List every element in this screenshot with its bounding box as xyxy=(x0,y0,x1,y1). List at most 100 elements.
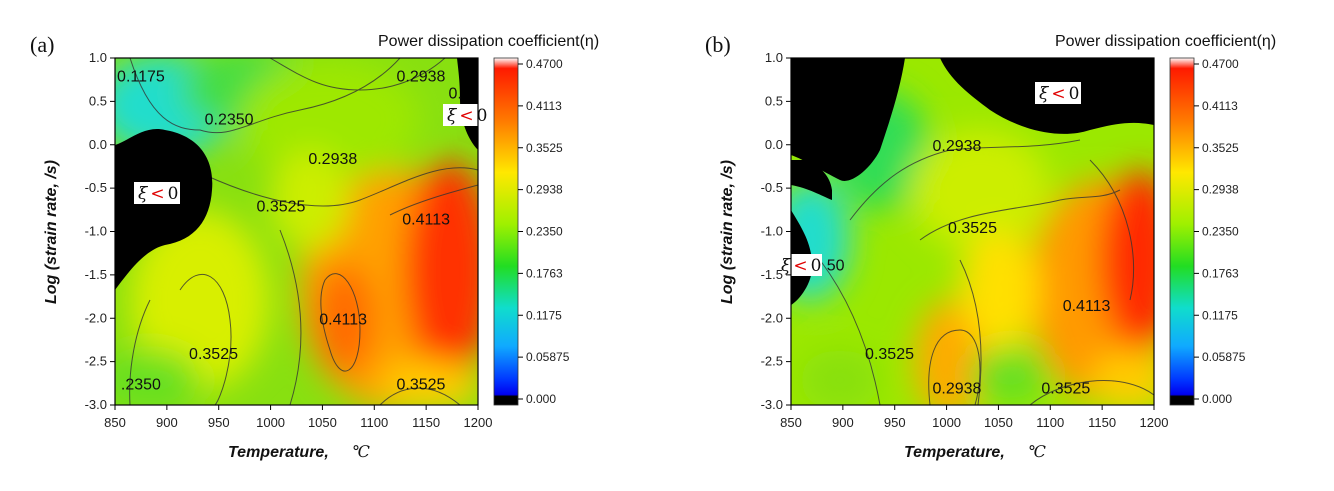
contour-label: 0.3525 xyxy=(1041,381,1090,398)
y-tick-label: 0.5 xyxy=(765,93,783,108)
xi-label: ξ <0 xyxy=(443,104,489,126)
svg-text:ξ<0: ξ <0 xyxy=(1039,84,1079,104)
x-tick-label: 1200 xyxy=(1140,415,1169,430)
axes-b: 850 900 950 1000 1050 1100 1150 1200 1.0 0.5 0.0 -0… xyxy=(761,50,1169,430)
colorbar-a xyxy=(493,57,519,406)
contour-label: 0.4113 xyxy=(319,311,367,328)
x-tick-label: 1050 xyxy=(308,415,337,430)
colorbar-tick-label: 0.1175 xyxy=(526,308,562,322)
svg-text:ξ<0: ξ <0 xyxy=(781,256,821,276)
y-tick-label: -1.0 xyxy=(761,224,783,239)
y-tick-label: 1.0 xyxy=(89,50,107,65)
contour-label: 0.3525 xyxy=(189,346,238,363)
y-axis-title-a: Log (strain rate, /s) xyxy=(43,160,60,304)
colorbar-tick-label: 0.3525 xyxy=(526,141,563,155)
contour-labels-b: 0.2938 0.3525 50 0.4113 0.3525 0.2938 0.3525 xyxy=(827,138,1111,398)
colorbar-tick-label: 0.1763 xyxy=(526,266,563,280)
svg-text:ξ<0: ξ <0 xyxy=(138,184,178,204)
heatmap-b xyxy=(791,58,1154,405)
x-tick-label: 850 xyxy=(104,415,126,430)
contour-label: 50 xyxy=(827,257,845,274)
panel-b: (b) xyxy=(705,32,1276,461)
contour-label: 0. xyxy=(449,86,462,103)
y-tick-label: -3.0 xyxy=(761,397,783,412)
y-tick-label: 0.0 xyxy=(89,137,107,152)
xi-label: ξ <0 xyxy=(134,182,180,204)
contour-label: 0.4113 xyxy=(402,211,450,228)
x-tick-label: 950 xyxy=(884,415,906,430)
y-tick-label: 0.5 xyxy=(89,93,107,108)
colorbar-tick-label: 0.2350 xyxy=(1202,225,1239,239)
svg-text:ξ<0: ξ <0 xyxy=(447,106,487,126)
y-tick-label: -0.5 xyxy=(761,180,783,195)
x-tick-label: 850 xyxy=(780,415,802,430)
x-axis-title-b: Temperature, xyxy=(904,444,1005,461)
y-tick-label: -3.0 xyxy=(85,397,107,412)
x-tick-label: 1000 xyxy=(932,415,961,430)
y-tick-label: -0.5 xyxy=(85,180,107,195)
colorbar-tick-label: 0.05875 xyxy=(1202,350,1246,364)
colorbar-tick-label: 0.4700 xyxy=(526,57,563,71)
colorbar-tick-label: 0.4113 xyxy=(1202,99,1238,113)
x-tick-label: 1000 xyxy=(256,415,285,430)
axes-a: 850 900 950 1000 1050 1100 1150 1200 1.0 0.5 0.0 -0… xyxy=(85,50,493,430)
colorbar-title-a: Power dissipation coefficient(η) xyxy=(378,33,599,50)
y-axis-title-b: Log (strain rate, /s) xyxy=(719,160,736,304)
x-tick-label: 950 xyxy=(208,415,230,430)
colorbar-tick-label: 0.2938 xyxy=(1202,183,1239,197)
panel-label-b: (b) xyxy=(705,32,731,57)
colorbar-ticks-b: 0.4700 0.4113 0.3525 0.2938 0.2350 0.1763 0.11… xyxy=(1194,57,1246,406)
colorbar-tick-label: 0.000 xyxy=(1202,392,1232,406)
contour-labels-a: 0.1175 0.29380.0.23500.29380.35250.41130.… xyxy=(117,68,462,393)
y-tick-label: -1.0 xyxy=(85,224,107,239)
xi-label: ξ <0 xyxy=(1035,82,1081,104)
colorbar-b xyxy=(1169,57,1195,406)
instability-region xyxy=(791,160,832,200)
x-tick-label: 1150 xyxy=(1088,415,1116,430)
heatmap-a xyxy=(115,58,478,405)
x-tick-label: 1200 xyxy=(464,415,493,430)
colorbar-tick-label: 0.1175 xyxy=(1202,308,1238,322)
contour-label: 0.1175 xyxy=(117,68,165,85)
x-tick-label: 900 xyxy=(156,415,178,430)
y-tick-label: 0.0 xyxy=(765,137,783,152)
x-tick-label: 1100 xyxy=(360,415,388,430)
colorbar-title-b: Power dissipation coefficient(η) xyxy=(1055,33,1276,50)
contour-label: 0.3525 xyxy=(865,346,914,363)
colorbar-tick-label: 0.4700 xyxy=(1202,57,1239,71)
x-axis-unit-b: ℃ xyxy=(1028,442,1046,461)
colorbar-tick-label: 0.05875 xyxy=(526,350,570,364)
colorbar-tick-label: 0.2938 xyxy=(526,183,563,197)
contour-label: 0.3525 xyxy=(948,220,997,237)
colorbar-tick-label: 0.000 xyxy=(526,392,556,406)
contour-label: 0.2350 xyxy=(205,112,254,129)
contour-label: 0.2938 xyxy=(932,381,981,398)
colorbar-tick-label: 0.1763 xyxy=(1202,266,1239,280)
x-tick-label: 900 xyxy=(832,415,854,430)
x-axis-title-a: Temperature, xyxy=(228,444,329,461)
x-axis-unit-a: ℃ xyxy=(352,442,370,461)
panel-a: (a) xyxy=(30,32,599,461)
y-tick-label: -2.0 xyxy=(85,310,107,325)
y-tick-label: -1.5 xyxy=(761,267,783,282)
x-tick-label: 1100 xyxy=(1036,415,1064,430)
instability-region xyxy=(791,58,905,181)
contour-label: 0.3525 xyxy=(256,198,305,215)
xi-label: ξ <0 xyxy=(778,254,822,276)
x-tick-label: 1050 xyxy=(984,415,1013,430)
y-tick-label: -2.5 xyxy=(761,354,783,369)
colorbar-ticks-a: 0.4700 0.4113 0.3525 0.2938 0.2350 0.1763 0.11… xyxy=(518,57,570,406)
contour-label: .2350 xyxy=(121,376,161,393)
instability-region xyxy=(115,128,213,290)
colorbar-tick-label: 0.3525 xyxy=(1202,141,1239,155)
colorbar-tick-label: 0.2350 xyxy=(526,225,563,239)
panel-label-a: (a) xyxy=(30,32,54,57)
contour-label: 0.3525 xyxy=(396,376,445,393)
colorbar-tick-label: 0.4113 xyxy=(526,99,562,113)
x-tick-label: 1150 xyxy=(412,415,440,430)
contour-label: 0.2938 xyxy=(308,151,357,168)
contour-label: 0.2938 xyxy=(932,138,981,155)
y-tick-label: -1.5 xyxy=(85,267,107,282)
contour-label: 0.2938 xyxy=(396,68,445,85)
